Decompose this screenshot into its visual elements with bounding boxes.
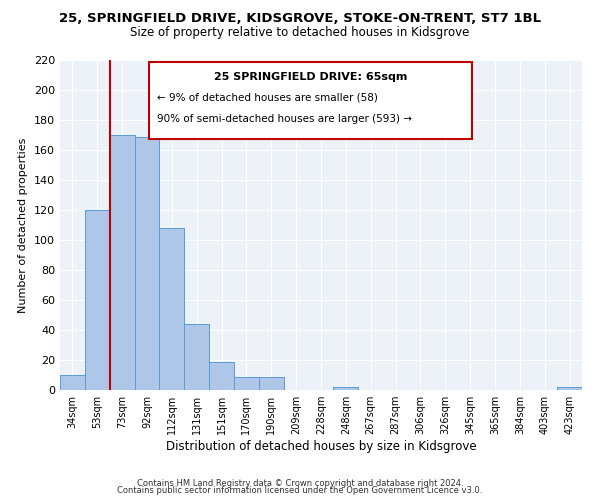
Text: 90% of semi-detached houses are larger (593) →: 90% of semi-detached houses are larger (…: [157, 114, 412, 124]
FancyBboxPatch shape: [149, 62, 472, 139]
Bar: [259, 376, 284, 390]
Text: 25, SPRINGFIELD DRIVE, KIDSGROVE, STOKE-ON-TRENT, ST7 1BL: 25, SPRINGFIELD DRIVE, KIDSGROVE, STOKE-…: [59, 12, 541, 26]
Y-axis label: Number of detached properties: Number of detached properties: [19, 138, 28, 312]
Text: Contains public sector information licensed under the Open Government Licence v3: Contains public sector information licen…: [118, 486, 482, 495]
Bar: [160, 228, 184, 390]
Text: Size of property relative to detached houses in Kidsgrove: Size of property relative to detached ho…: [130, 26, 470, 39]
Bar: [184, 324, 209, 390]
Bar: [234, 376, 259, 390]
Bar: [209, 362, 234, 390]
Bar: [85, 210, 110, 390]
Text: ← 9% of detached houses are smaller (58): ← 9% of detached houses are smaller (58): [157, 93, 377, 103]
Bar: [60, 375, 85, 390]
Bar: [110, 135, 134, 390]
Bar: [557, 387, 582, 390]
X-axis label: Distribution of detached houses by size in Kidsgrove: Distribution of detached houses by size …: [166, 440, 476, 453]
Text: 25 SPRINGFIELD DRIVE: 65sqm: 25 SPRINGFIELD DRIVE: 65sqm: [214, 72, 407, 82]
Bar: [334, 387, 358, 390]
Bar: [134, 136, 160, 390]
Text: Contains HM Land Registry data © Crown copyright and database right 2024.: Contains HM Land Registry data © Crown c…: [137, 478, 463, 488]
